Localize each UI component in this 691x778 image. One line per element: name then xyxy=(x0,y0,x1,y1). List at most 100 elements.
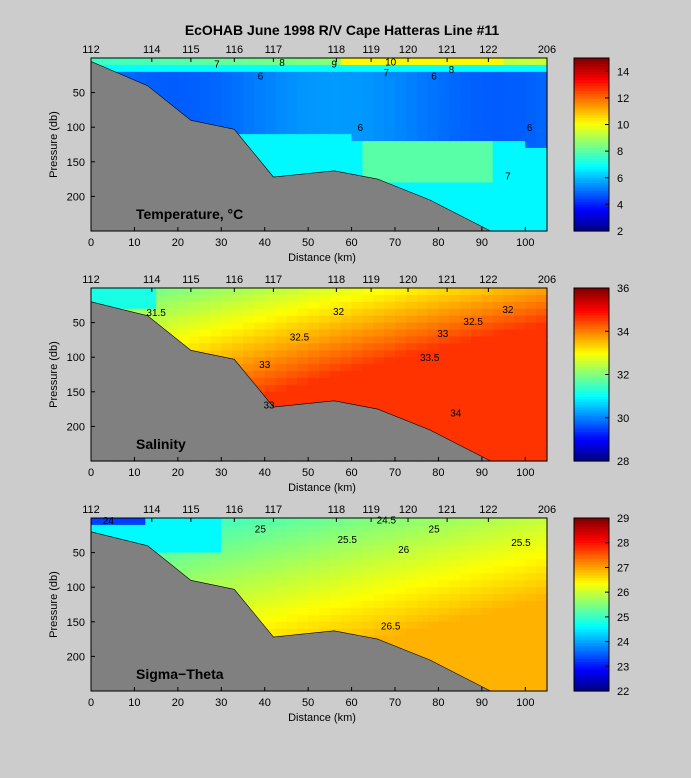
field-cell xyxy=(492,120,505,128)
field-cell xyxy=(384,92,396,101)
field-cell xyxy=(384,168,396,177)
field-cell xyxy=(286,154,298,163)
field-cell xyxy=(416,301,429,310)
colorbar-segment xyxy=(574,185,609,189)
x-tick-label: 60 xyxy=(345,467,357,479)
field-cell xyxy=(373,538,385,547)
field-cell xyxy=(297,294,309,303)
colorbar-segment xyxy=(574,228,609,232)
field-cell xyxy=(308,628,320,637)
colorbar-segment xyxy=(574,531,609,535)
field-cell xyxy=(427,120,440,128)
field-cell xyxy=(156,524,168,533)
x-axis-label: Distance (km) xyxy=(288,482,356,494)
field-cell xyxy=(243,566,255,574)
y-tick-label: 200 xyxy=(67,191,85,203)
colorbar-tick-label: 26 xyxy=(617,587,629,599)
field-cell xyxy=(460,398,472,407)
field-cell xyxy=(286,92,298,101)
field-cell xyxy=(351,329,364,338)
colorbar-segment xyxy=(574,590,609,595)
field-cell xyxy=(481,398,494,407)
colorbar-frame xyxy=(573,517,610,692)
field-cell xyxy=(221,545,233,554)
contour-label: 6 xyxy=(258,71,264,82)
field-cell xyxy=(416,113,429,121)
field-cell xyxy=(308,391,320,400)
field-cell xyxy=(221,538,233,547)
field-cell xyxy=(329,371,342,379)
field-cell xyxy=(525,684,537,692)
field-cell xyxy=(514,607,526,616)
field-cell xyxy=(156,294,168,303)
field-cell xyxy=(308,518,320,526)
field-cell xyxy=(286,134,298,142)
field-cell xyxy=(264,391,277,400)
field-cell xyxy=(221,573,233,581)
field-cell xyxy=(167,78,179,87)
field-cell xyxy=(319,106,331,114)
colorbar-segment xyxy=(574,577,609,581)
station-label: 121 xyxy=(438,44,456,56)
y-tick-label: 200 xyxy=(67,651,85,663)
field-cell xyxy=(384,607,396,616)
field-cell xyxy=(275,329,288,338)
field-cell xyxy=(492,141,505,149)
field-cell xyxy=(471,106,483,114)
field-cell xyxy=(525,134,537,142)
field-cell xyxy=(362,58,374,66)
field-cell xyxy=(427,92,440,101)
field-cell xyxy=(525,607,537,616)
field-cell xyxy=(319,391,331,400)
y-tick-label: 50 xyxy=(73,318,85,330)
field-cell xyxy=(329,64,342,73)
field-cell xyxy=(264,601,277,609)
field-cell xyxy=(525,384,537,393)
field-cell xyxy=(416,377,429,386)
field-cell xyxy=(221,99,233,108)
field-cell xyxy=(145,518,157,526)
field-cell xyxy=(492,203,505,211)
field-cell xyxy=(188,58,201,66)
field-cell xyxy=(503,573,516,581)
field-cell xyxy=(427,405,440,414)
colorbar-segment xyxy=(574,404,609,408)
field-cell xyxy=(460,308,472,317)
field-cell xyxy=(395,78,407,87)
y-tick-label: 200 xyxy=(67,421,85,433)
field-cell xyxy=(373,614,385,623)
field-cell xyxy=(427,161,440,170)
field-cell xyxy=(145,308,157,317)
station-label: 120 xyxy=(399,44,417,56)
colorbar-segment xyxy=(574,68,609,73)
field-cell xyxy=(416,531,429,540)
field-cell xyxy=(329,531,342,540)
field-cell xyxy=(514,398,526,407)
field-cell xyxy=(384,336,396,344)
field-cell xyxy=(481,684,494,692)
field-cell xyxy=(253,294,266,303)
field-cell xyxy=(275,384,288,393)
field-cell xyxy=(275,134,288,142)
field-cell xyxy=(373,288,385,296)
field-cell xyxy=(351,147,364,156)
field-cell xyxy=(264,531,277,540)
field-cell xyxy=(416,154,429,163)
field-cell xyxy=(395,377,407,386)
field-cell xyxy=(503,440,516,448)
field-cell xyxy=(536,601,548,609)
field-cell xyxy=(536,607,548,616)
field-cell xyxy=(449,288,461,296)
field-cell xyxy=(329,78,342,87)
colorbar-segment xyxy=(574,168,609,173)
field-cell xyxy=(319,308,331,317)
field-cell xyxy=(405,614,418,623)
colorbar-segment xyxy=(574,209,609,213)
station-label: 114 xyxy=(143,504,161,516)
field-cell xyxy=(253,78,266,87)
field-cell xyxy=(319,161,331,170)
field-cell xyxy=(167,288,179,296)
colorbar-segment xyxy=(574,379,609,384)
field-cell xyxy=(319,566,331,574)
